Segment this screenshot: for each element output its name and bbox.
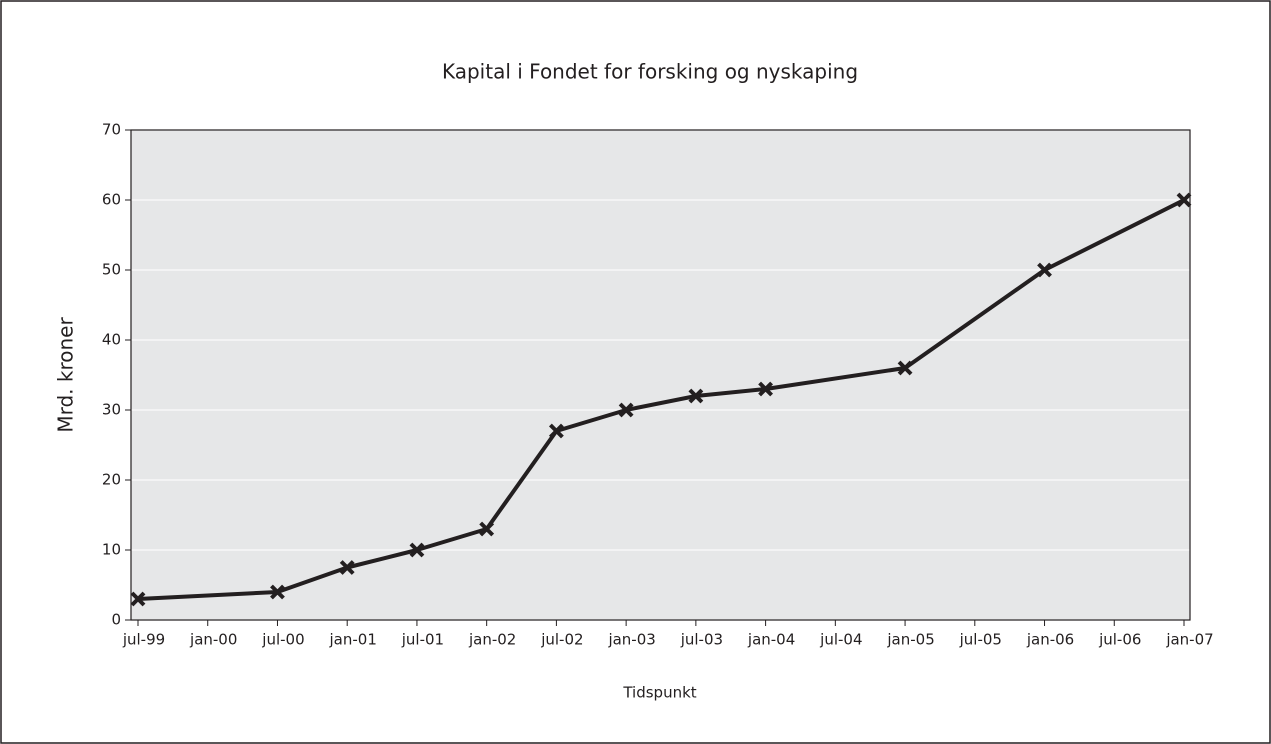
x-tick-label: jan-02 bbox=[468, 631, 516, 649]
marker bbox=[1176, 192, 1192, 208]
marker bbox=[548, 423, 564, 439]
y-tick-label: 10 bbox=[102, 541, 121, 559]
x-tick-label: jan-01 bbox=[329, 631, 377, 649]
marker bbox=[618, 402, 634, 418]
x-tick-label: jul-06 bbox=[1098, 631, 1141, 649]
x-tick-label: jan-03 bbox=[607, 631, 655, 649]
x-tick-label: jul-05 bbox=[959, 631, 1002, 649]
marker bbox=[758, 381, 774, 397]
line bbox=[137, 198, 1185, 601]
y-tick-label: 0 bbox=[111, 611, 121, 629]
x-tick-label: jan-05 bbox=[886, 631, 934, 649]
y-tick-label: 70 bbox=[102, 121, 121, 139]
plot-area bbox=[131, 130, 1190, 620]
marker bbox=[688, 388, 704, 404]
chart-title: Kapital i Fondet for forsking og nyskapi… bbox=[442, 60, 858, 84]
y-tick-label: 40 bbox=[102, 331, 121, 349]
x-tick-label: jul-01 bbox=[401, 631, 444, 649]
marker bbox=[339, 560, 355, 575]
y-tick-label: 60 bbox=[102, 191, 121, 209]
y-tick-label: 20 bbox=[102, 471, 121, 489]
x-tick-label: jan-00 bbox=[189, 631, 237, 649]
marker bbox=[130, 591, 146, 607]
x-axis-title: Tidspunkt bbox=[622, 684, 696, 702]
y-axis-title: Mrd. kroner bbox=[54, 317, 78, 433]
plot-border bbox=[130, 129, 1191, 621]
x-tick-label: jul-03 bbox=[680, 631, 723, 649]
x-tick-label: jul-99 bbox=[122, 631, 165, 649]
marker bbox=[897, 360, 913, 376]
marker bbox=[270, 584, 285, 600]
x-tick-label: jan-04 bbox=[747, 631, 795, 649]
x-tick-label: jul-04 bbox=[819, 631, 862, 649]
x-tick-label: jul-00 bbox=[261, 631, 304, 649]
y-tick-label: 30 bbox=[102, 401, 121, 419]
y-tick-label: 50 bbox=[102, 261, 121, 279]
marker bbox=[479, 521, 495, 537]
x-tick-label: jan-06 bbox=[1026, 631, 1074, 649]
marker bbox=[1037, 262, 1052, 278]
x-tick-label: jan-07 bbox=[1165, 631, 1213, 649]
marker bbox=[409, 542, 425, 558]
x-tick-label: jul-02 bbox=[540, 631, 583, 649]
